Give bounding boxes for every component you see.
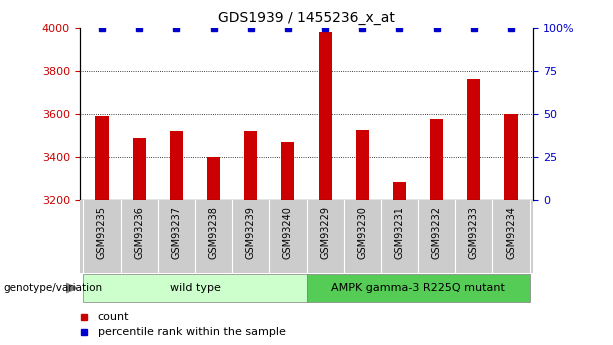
Text: GSM93229: GSM93229 — [320, 206, 330, 259]
Bar — [504, 114, 517, 200]
Text: GSM93232: GSM93232 — [432, 206, 441, 259]
Bar — [244, 131, 257, 200]
Text: percentile rank within the sample: percentile rank within the sample — [98, 327, 286, 337]
Text: GSM93238: GSM93238 — [208, 206, 219, 259]
Text: GSM93236: GSM93236 — [134, 206, 144, 259]
Text: GSM93240: GSM93240 — [283, 206, 293, 259]
Bar — [281, 142, 294, 200]
Bar — [430, 119, 443, 200]
Text: AMPK gamma-3 R225Q mutant: AMPK gamma-3 R225Q mutant — [331, 283, 505, 293]
Bar — [356, 130, 369, 200]
Text: GSM93239: GSM93239 — [246, 206, 256, 259]
Bar — [96, 116, 109, 200]
Bar — [83, 274, 306, 302]
Polygon shape — [66, 283, 77, 293]
Text: count: count — [98, 312, 129, 322]
Title: GDS1939 / 1455236_x_at: GDS1939 / 1455236_x_at — [218, 11, 395, 25]
Bar — [170, 131, 183, 200]
Text: GSM93233: GSM93233 — [469, 206, 479, 259]
Text: GSM93230: GSM93230 — [357, 206, 367, 259]
Bar — [306, 274, 530, 302]
Text: GSM93237: GSM93237 — [172, 206, 181, 259]
Bar — [132, 138, 146, 200]
Bar — [393, 182, 406, 200]
Text: GSM93235: GSM93235 — [97, 206, 107, 259]
Text: GSM93234: GSM93234 — [506, 206, 516, 259]
Text: genotype/variation: genotype/variation — [3, 283, 102, 293]
Bar — [207, 157, 220, 200]
Bar — [319, 32, 332, 200]
Bar — [467, 79, 481, 200]
Text: wild type: wild type — [170, 283, 221, 293]
Text: GSM93231: GSM93231 — [394, 206, 405, 259]
